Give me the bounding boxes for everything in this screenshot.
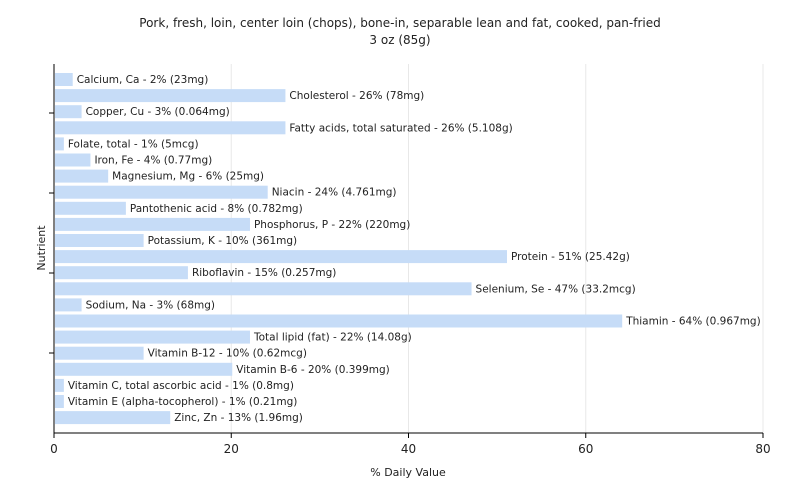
x-axis-ticks: 0 20 40 60 80: [49, 112, 771, 456]
bar-label-5: Folate, total - 1% (5mcg): [68, 138, 199, 150]
x-tick-label: 0: [50, 442, 58, 456]
bar-label-2: Cholesterol - 26% (78mg): [289, 90, 424, 102]
bar-22: [55, 411, 171, 425]
bar-15: [55, 298, 82, 312]
bar-21: [55, 395, 64, 408]
bar-label-10: Phosphorus, P - 22% (220mg): [254, 219, 410, 231]
bar-20: [55, 378, 64, 392]
bar-11: [55, 234, 144, 247]
bar-label-8: Niacin - 24% (4.761mg): [272, 187, 397, 199]
x-tick-label: 20: [224, 442, 239, 456]
y-axis-label: Nutrient: [35, 225, 48, 271]
bar-1: [55, 73, 73, 86]
bar-12: [55, 250, 507, 264]
gridlines: [230, 64, 764, 433]
bar-label-17: Total lipid (fat) - 22% (14.08g): [253, 332, 412, 344]
bars: Calcium, Ca - 2% (23mg) Cholesterol - 26%…: [55, 73, 761, 425]
bar-17: [55, 330, 250, 344]
bar-label-11: Potassium, K - 10% (361mg): [148, 235, 298, 247]
bar-label-9: Pantothenic acid - 8% (0.782mg): [130, 203, 303, 215]
x-tick-label: 40: [401, 442, 416, 456]
bar-14: [55, 282, 472, 296]
bar-label-20: Vitamin C, total ascorbic acid - 1% (0.8…: [68, 380, 294, 392]
bar-label-4: Fatty acids, total saturated - 26% (5.10…: [289, 122, 512, 134]
bar-19: [55, 362, 233, 376]
bar-label-19: Vitamin B-6 - 20% (0.399mg): [236, 364, 390, 376]
bar-13: [55, 266, 188, 280]
x-axis-label: % Daily Value: [370, 466, 446, 479]
x-tick-label: 60: [578, 442, 593, 456]
bar-9: [55, 201, 126, 215]
bar-label-15: Sodium, Na - 3% (68mg): [86, 299, 215, 311]
bar-label-7: Magnesium, Mg - 6% (25mg): [112, 171, 264, 183]
bar-label-3: Copper, Cu - 3% (0.064mg): [86, 106, 230, 118]
bar-label-12: Protein - 51% (25.42g): [511, 251, 630, 263]
chart-title: Pork, fresh, loin, center loin (chops), …: [139, 16, 660, 30]
bar-8: [55, 185, 268, 199]
bar-10: [55, 217, 250, 231]
bar-label-6: Iron, Fe - 4% (0.77mg): [94, 155, 212, 167]
bar-2: [55, 89, 286, 103]
bar-label-22: Zinc, Zn - 13% (1.96mg): [174, 412, 303, 424]
bar-5: [55, 137, 64, 151]
bar-label-21: Vitamin E (alpha-tocopherol) - 1% (0.21m…: [68, 396, 297, 408]
bar-4: [55, 121, 286, 135]
x-tick-label: 80: [755, 442, 770, 456]
chart-subtitle: 3 oz (85g): [369, 33, 430, 47]
bar-3: [55, 105, 82, 119]
bar-label-18: Vitamin B-12 - 10% (0.62mcg): [148, 348, 307, 360]
bar-label-16: Thiamin - 64% (0.967mg): [625, 316, 761, 328]
bar-label-14: Selenium, Se - 47% (33.2mcg): [476, 283, 636, 295]
bar-label-1: Calcium, Ca - 2% (23mg): [77, 74, 209, 86]
bar-18: [55, 346, 144, 360]
bar-6: [55, 153, 91, 167]
bar-label-13: Riboflavin - 15% (0.257mg): [192, 267, 336, 279]
bar-16: [55, 314, 623, 328]
bar-7: [55, 169, 109, 183]
